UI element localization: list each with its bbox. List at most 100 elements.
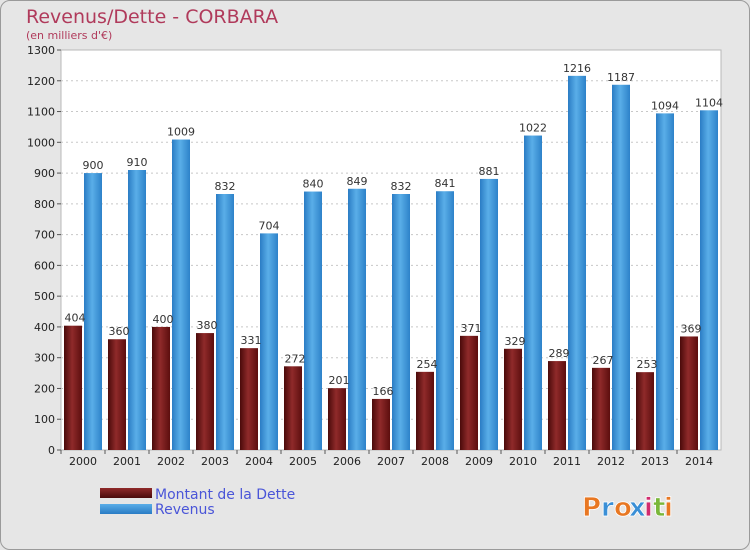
data-label-revenus: 841 [435, 177, 456, 190]
data-label-revenus: 849 [347, 175, 368, 188]
bar-debt [680, 336, 698, 450]
x-tick-label: 2011 [553, 455, 581, 468]
legend: Montant de la Dette Revenus [100, 487, 295, 518]
data-label-debt: 272 [285, 352, 306, 365]
y-tick-label: 600 [34, 259, 55, 272]
data-label-debt: 371 [461, 322, 482, 335]
y-tick-label: 1200 [27, 75, 55, 88]
x-tick-label: 2007 [377, 455, 405, 468]
bar-revenus [304, 191, 322, 451]
data-label-revenus: 1216 [563, 62, 591, 75]
x-tick-label: 2009 [465, 455, 493, 468]
data-label-debt: 400 [153, 313, 174, 326]
x-tick-label: 2003 [201, 455, 229, 468]
x-tick-label: 2004 [245, 455, 273, 468]
bar-debt [416, 371, 434, 450]
legend-label-revenus: Revenus [155, 502, 215, 518]
data-label-revenus: 910 [127, 156, 148, 169]
gridlines [61, 80, 721, 420]
logo-letter: t [653, 493, 665, 523]
y-tick-label: 300 [34, 352, 55, 365]
data-label-revenus: 900 [83, 159, 104, 172]
bar-revenus [216, 194, 234, 450]
data-label-revenus: 881 [479, 165, 500, 178]
bar-debt [108, 339, 126, 450]
bar-debt [548, 361, 566, 450]
data-label-revenus: 1104 [695, 96, 723, 109]
data-label-revenus: 840 [303, 178, 324, 191]
logo-letter: r [601, 493, 614, 523]
bar-revenus [172, 139, 190, 451]
y-tick-label: 100 [34, 413, 55, 426]
bar-debt [372, 398, 390, 450]
y-tick-label: 200 [34, 382, 55, 395]
data-label-debt: 404 [65, 312, 86, 325]
bar-debt [284, 366, 302, 450]
bar-revenus [480, 178, 498, 450]
x-tick-label: 2010 [509, 455, 537, 468]
data-label-debt: 166 [373, 385, 394, 398]
bar-revenus [348, 188, 366, 450]
x-tick-label: 2008 [421, 455, 449, 468]
bar-revenus [392, 194, 410, 450]
data-label-revenus: 1022 [519, 122, 547, 135]
bar-revenus [260, 233, 278, 450]
x-tick-label: 2012 [597, 455, 625, 468]
y-tick-label: 700 [34, 229, 55, 242]
bar-debt [460, 335, 478, 450]
bar-revenus [84, 173, 102, 451]
bar-revenus [700, 110, 718, 451]
bar-revenus [436, 191, 454, 450]
logo-letter: x [629, 493, 646, 523]
x-tick-label: 2002 [157, 455, 185, 468]
bar-revenus [656, 113, 674, 450]
bar-revenus [568, 75, 586, 450]
plot-area [60, 49, 722, 451]
data-label-revenus: 1094 [651, 99, 679, 112]
x-tick-label: 2000 [69, 455, 97, 468]
data-label-debt: 380 [197, 319, 218, 332]
chart-title: Revenus/Dette - CORBARA [26, 6, 278, 28]
bar-debt [240, 348, 258, 450]
bar-debt [504, 348, 522, 450]
y-tick-label: 1000 [27, 136, 55, 149]
bar-debt [152, 326, 170, 450]
legend-swatch-debt [100, 488, 152, 498]
data-label-revenus: 832 [391, 180, 412, 193]
bar-debt [328, 388, 346, 450]
y-tick-label: 1300 [27, 44, 55, 57]
data-label-debt: 253 [637, 358, 658, 371]
data-label-debt: 254 [417, 358, 438, 371]
bar-revenus [524, 135, 542, 451]
data-label-revenus: 832 [215, 180, 236, 193]
logo-letter: P [582, 493, 601, 523]
data-label-debt: 201 [329, 374, 350, 387]
bar-revenus [128, 170, 146, 450]
x-axis: 2000 2001 2002 2003 2004 2005 2006 2007 2008 2009… [60, 450, 713, 468]
x-tick-label: 2014 [685, 455, 713, 468]
chart-subtitle: (en milliers d'€) [26, 29, 112, 42]
x-tick-label: 2013 [641, 455, 669, 468]
y-tick-label: 500 [34, 290, 55, 303]
data-label-revenus: 704 [259, 219, 280, 232]
bar-revenus [612, 84, 630, 451]
y-tick-label: 400 [34, 321, 55, 334]
y-tick-label: 900 [34, 167, 55, 180]
data-label-debt: 360 [109, 325, 130, 338]
bar-debt [636, 372, 654, 450]
y-tick-label: 1100 [27, 106, 55, 119]
logo-letter: o [614, 493, 632, 523]
logo-letter: i [664, 493, 673, 523]
x-tick-label: 2001 [113, 455, 141, 468]
y-tick-label: 0 [48, 444, 55, 457]
legend-label-debt: Montant de la Dette [155, 487, 295, 503]
bar-debt [592, 367, 610, 450]
data-label-revenus: 1009 [167, 126, 195, 139]
y-tick-label: 800 [34, 198, 55, 211]
data-labels: 404 900 360 910 400 1009 380 832 331 704 272 840 201… [65, 62, 724, 398]
bar-debt [64, 325, 82, 450]
x-tick-label: 2005 [289, 455, 317, 468]
bar-debt [196, 333, 214, 450]
